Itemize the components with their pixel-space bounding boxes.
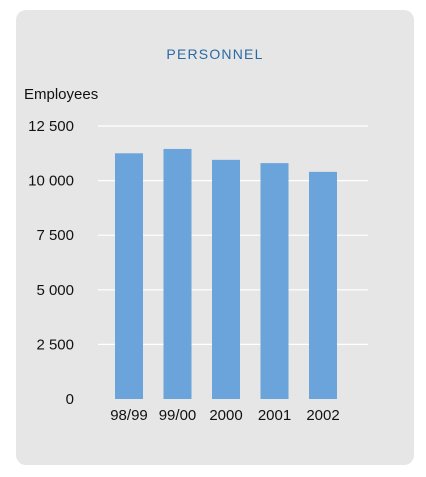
y-axis-label: Employees xyxy=(24,86,99,103)
bar-99-00 xyxy=(163,148,192,399)
x-tick-label: 98/99 xyxy=(110,407,148,424)
chart-panel: PERSONNEL Employees 0 2 500 5 000 7 500 10 0… xyxy=(16,10,414,465)
y-tick-label: 5 000 xyxy=(36,282,74,299)
bar-2001 xyxy=(260,163,289,399)
y-tick-label: 12 500 xyxy=(28,118,74,135)
y-tick-label: 7 500 xyxy=(36,227,74,244)
x-tick-label: 2000 xyxy=(209,407,242,424)
bar-2002 xyxy=(309,171,337,399)
y-tick-label: 2 500 xyxy=(36,336,74,353)
bar-2000 xyxy=(212,159,240,399)
x-tick-label: 2001 xyxy=(258,407,291,424)
chart-title: PERSONNEL xyxy=(166,46,264,62)
y-tick-label: 0 xyxy=(66,391,74,408)
x-tick-label: 2002 xyxy=(306,407,339,424)
y-tick-label: 10 000 xyxy=(28,173,74,190)
bar-chart: 0 2 500 5 000 7 500 10 000 12 500 98/99 99/00 20… xyxy=(28,118,368,424)
x-tick-label: 99/00 xyxy=(159,407,197,424)
bar-98-99 xyxy=(115,153,143,399)
